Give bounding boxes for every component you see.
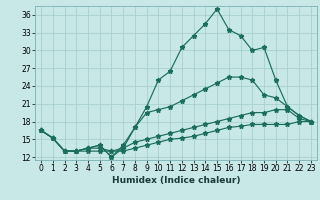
X-axis label: Humidex (Indice chaleur): Humidex (Indice chaleur) [112,176,240,185]
